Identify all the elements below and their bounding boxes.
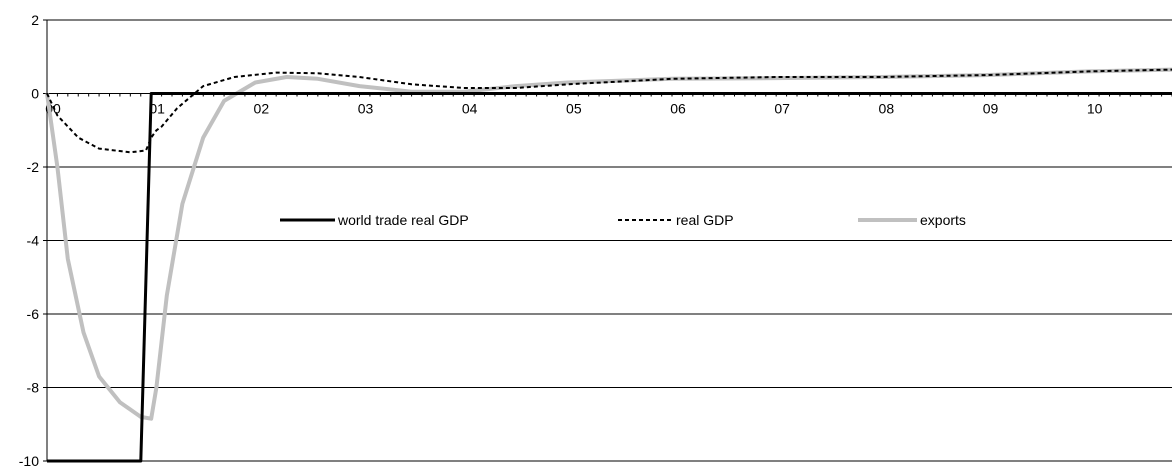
y-tick-label: -8	[27, 380, 40, 396]
gridlines	[47, 19, 1172, 462]
legend-label-0: world trade real GDP	[337, 212, 469, 228]
x-tick-label: 01	[149, 101, 165, 117]
y-tick-label: -4	[27, 233, 40, 249]
x-tick-label: 05	[566, 101, 582, 117]
x-tick-label: 03	[358, 101, 374, 117]
x-tick-label: 09	[983, 101, 999, 117]
y-tick-label: 2	[31, 12, 39, 28]
y-tick-label: 0	[31, 86, 39, 102]
y-tick-label: -6	[27, 306, 40, 322]
legend-label-1: real GDP	[676, 212, 734, 228]
x-tick-label: 02	[254, 101, 270, 117]
series-line-1	[46, 68, 1172, 154]
x-tick-label: 07	[774, 101, 790, 117]
x-tick-label: 08	[879, 101, 895, 117]
x-tick-label: 04	[462, 101, 478, 117]
y-tick-label: -2	[27, 159, 40, 175]
x-tick-label: 06	[670, 101, 686, 117]
legend: world trade real GDP real GDP exports	[280, 212, 966, 228]
legend-label-2: exports	[920, 212, 966, 228]
series-line-0	[47, 92, 1172, 463]
series-lines	[45, 67, 1172, 463]
series-line-2	[45, 67, 1172, 421]
y-tick-label: -10	[19, 453, 39, 468]
x-tick-label: 10	[1087, 101, 1103, 117]
